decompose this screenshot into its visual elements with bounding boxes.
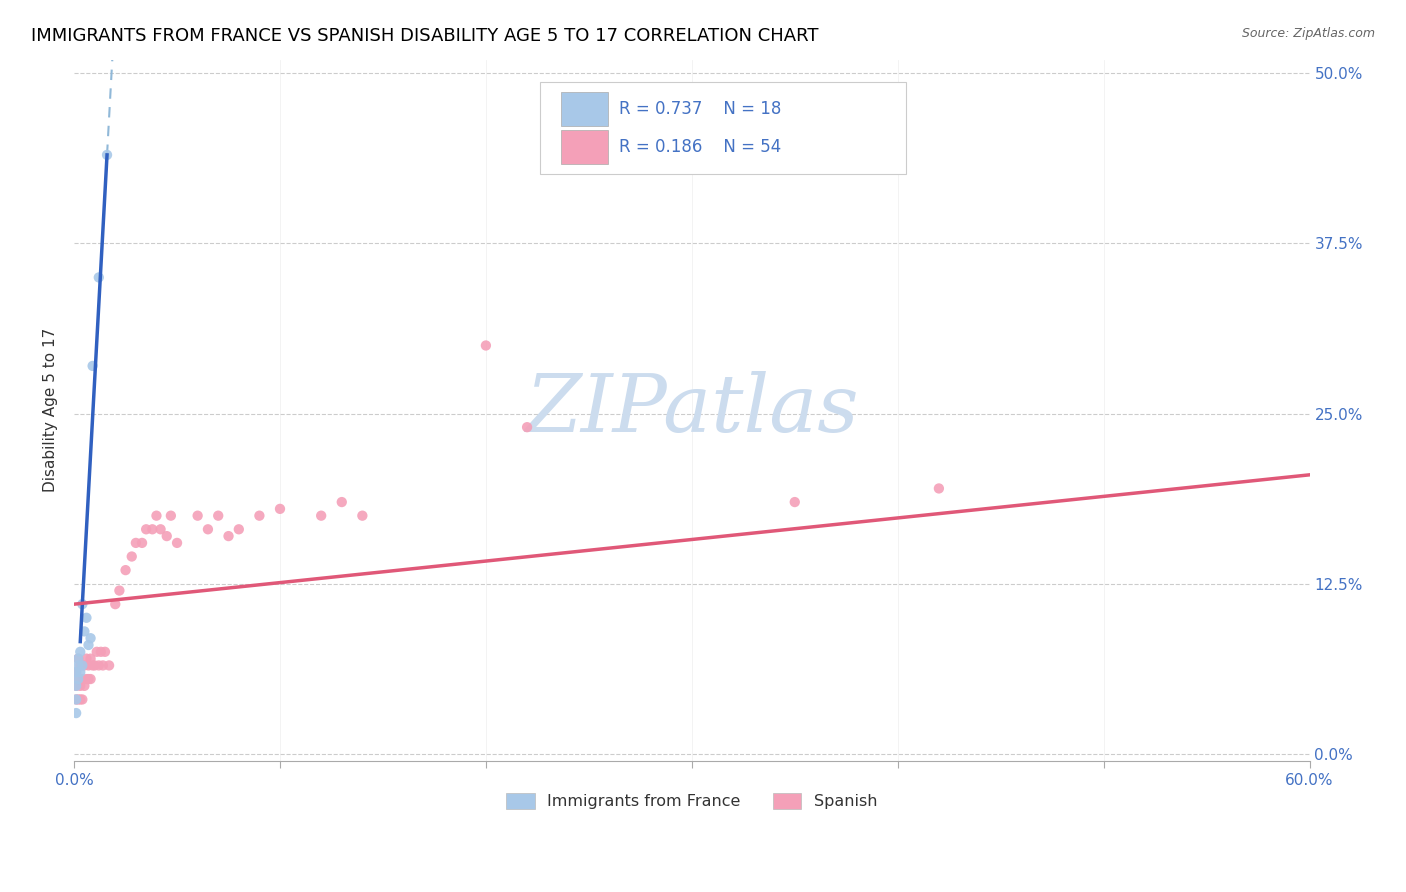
Point <box>247 508 270 523</box>
Point <box>75 672 97 686</box>
Point <box>352 508 374 523</box>
Point <box>77 672 100 686</box>
Legend: Immigrants from France, Spanish: Immigrants from France, Spanish <box>499 787 884 816</box>
Point <box>67 651 90 665</box>
Point <box>77 658 100 673</box>
Text: IMMIGRANTS FROM FRANCE VS SPANISH DISABILITY AGE 5 TO 17 CORRELATION CHART: IMMIGRANTS FROM FRANCE VS SPANISH DISABI… <box>31 27 818 45</box>
Point <box>73 679 96 693</box>
Point <box>65 665 87 680</box>
Point <box>82 359 104 373</box>
Point <box>207 508 229 523</box>
Point <box>69 692 91 706</box>
Text: ZIPatlas: ZIPatlas <box>524 371 859 449</box>
Point <box>928 482 950 496</box>
Point <box>67 672 90 686</box>
Point <box>94 645 117 659</box>
Y-axis label: Disability Age 5 to 17: Disability Age 5 to 17 <box>44 328 58 492</box>
Point <box>67 692 90 706</box>
Point <box>82 658 104 673</box>
Point <box>69 645 91 659</box>
Point <box>87 270 110 285</box>
Point <box>67 651 90 665</box>
Point <box>187 508 209 523</box>
Point <box>73 624 96 639</box>
Point <box>330 495 353 509</box>
Point <box>65 665 87 680</box>
Point <box>135 522 157 536</box>
Point <box>69 665 91 680</box>
Text: R = 0.186    N = 54: R = 0.186 N = 54 <box>619 138 782 156</box>
Point <box>145 508 167 523</box>
Point <box>228 522 250 536</box>
Point <box>160 508 183 523</box>
Point <box>75 611 97 625</box>
Point <box>67 658 90 673</box>
Point <box>218 529 240 543</box>
FancyBboxPatch shape <box>561 130 607 164</box>
Point <box>83 658 105 673</box>
Point <box>65 692 87 706</box>
Point <box>75 651 97 665</box>
Point <box>72 658 94 673</box>
Point <box>79 631 101 645</box>
Point <box>69 679 91 693</box>
Point <box>269 501 291 516</box>
Point <box>67 672 90 686</box>
Point <box>197 522 219 536</box>
Text: Source: ZipAtlas.com: Source: ZipAtlas.com <box>1241 27 1375 40</box>
Point <box>114 563 136 577</box>
Point <box>72 692 94 706</box>
Point <box>65 706 87 720</box>
Point <box>65 679 87 693</box>
Point <box>149 522 172 536</box>
Point <box>65 692 87 706</box>
Point <box>79 672 101 686</box>
Point <box>91 658 114 673</box>
Point <box>125 536 148 550</box>
Point <box>79 651 101 665</box>
Point <box>141 522 163 536</box>
Point <box>98 658 121 673</box>
Point <box>131 536 153 550</box>
Point <box>156 529 179 543</box>
Point <box>72 672 94 686</box>
Point <box>86 645 108 659</box>
Point <box>516 420 538 434</box>
Point <box>87 658 110 673</box>
Point <box>309 508 332 523</box>
Point <box>96 148 118 162</box>
Point <box>77 638 100 652</box>
Point <box>104 597 127 611</box>
Point <box>90 645 112 659</box>
FancyBboxPatch shape <box>540 82 905 174</box>
Point <box>69 658 91 673</box>
Point <box>73 658 96 673</box>
Text: R = 0.737    N = 18: R = 0.737 N = 18 <box>619 100 782 119</box>
Point <box>121 549 143 564</box>
Point <box>65 679 87 693</box>
FancyBboxPatch shape <box>561 93 607 126</box>
Point <box>475 338 498 352</box>
Point <box>108 583 131 598</box>
Point <box>783 495 806 509</box>
Point <box>166 536 188 550</box>
Point <box>72 597 94 611</box>
